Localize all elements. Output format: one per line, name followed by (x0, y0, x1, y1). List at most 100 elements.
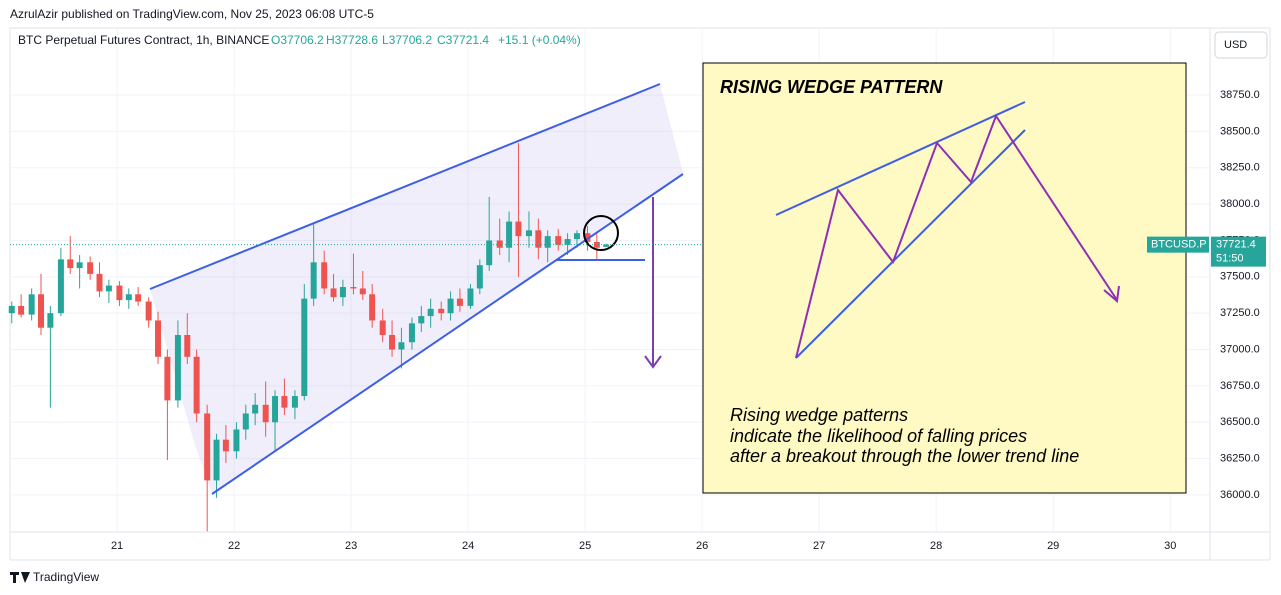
candle-body (291, 396, 298, 408)
candle-body (427, 308, 434, 317)
breakout-circle (583, 215, 619, 251)
symbol-title: BTC Perpetual Futures Contract, 1h, BINA… (18, 33, 269, 47)
candle-body (164, 356, 171, 401)
ohlc-close: C37721.4 (437, 33, 489, 47)
candle-body (57, 259, 64, 314)
candle-body (359, 288, 366, 295)
y-tick-label: 38250.0 (1220, 162, 1260, 174)
y-tick-label: 37500.0 (1220, 271, 1260, 283)
candle-body (18, 305, 25, 315)
y-tick-label: 38000.0 (1220, 198, 1260, 210)
y-tick-label: 37000.0 (1220, 343, 1260, 355)
candle-body (438, 308, 445, 314)
candle-body (310, 262, 317, 299)
currency-button[interactable] (1214, 31, 1268, 59)
mini-upper-line (775, 101, 1026, 216)
candle-body (350, 287, 357, 289)
y-tick-label: 36500.0 (1220, 416, 1260, 428)
x-tick-label: 26 (696, 540, 708, 552)
ohlc-low: L37706.2 (382, 33, 432, 47)
x-tick-label: 30 (1164, 540, 1176, 552)
candle-body (204, 413, 211, 481)
x-tick-label: 28 (930, 540, 942, 552)
candle-body (476, 265, 483, 289)
candle-body (222, 439, 229, 452)
ohlc-high: H37728.6 (326, 33, 378, 47)
candle-body (506, 221, 513, 248)
price-tag: BTCUSD.P 37721.4 51:50 (1147, 236, 1266, 267)
y-tick-label: 36250.0 (1220, 452, 1260, 464)
candle-body (447, 298, 454, 314)
mini-lower-line (795, 129, 1026, 359)
tv-logo (10, 572, 30, 583)
candle-body (330, 288, 337, 298)
candle-body (76, 262, 83, 269)
candle-body (87, 262, 94, 274)
candle-body (398, 342, 405, 350)
tag-symbol-bg (1147, 236, 1209, 253)
annotation-line: after a breakout through the lower trend… (730, 446, 1079, 466)
candle-body (67, 259, 74, 269)
candle-body (525, 230, 532, 237)
candle-body (281, 396, 288, 408)
lower-trendline (211, 173, 684, 495)
candle-body (301, 298, 308, 397)
candle-body (339, 287, 346, 298)
candle-body (496, 240, 503, 248)
candle-body (564, 239, 571, 245)
candle-body (155, 320, 162, 357)
x-tick-label: 21 (111, 540, 123, 552)
candle-body (603, 244, 610, 247)
candle-body (369, 294, 376, 321)
y-tick-label: 36750.0 (1220, 380, 1260, 392)
y-tick-label: 37250.0 (1220, 307, 1260, 319)
candle-body (105, 285, 112, 292)
candle-body (242, 413, 249, 430)
candle-body (515, 221, 522, 237)
x-tick-label: 24 (462, 540, 474, 552)
candle-body (145, 301, 152, 321)
candle-body (47, 313, 54, 328)
candle-body (135, 294, 142, 302)
candle-body (262, 404, 269, 423)
footer-brand: TradingView (33, 570, 99, 584)
candle-body (408, 323, 415, 343)
tag-price-bg (1211, 236, 1266, 267)
candle-body (28, 294, 35, 315)
mini-zigzag (795, 113, 1120, 359)
candle-body (379, 320, 386, 335)
x-tick-label: 27 (813, 540, 825, 552)
candle-body (96, 273, 103, 292)
candle-body (456, 298, 463, 306)
candle-body (174, 334, 181, 401)
candle-body (389, 334, 396, 350)
candle-body (573, 233, 580, 240)
candle-body (584, 233, 591, 242)
candle-body (116, 285, 123, 301)
tag-price: 37721.4 (1216, 239, 1256, 251)
candle-body (321, 262, 328, 289)
candle-body (467, 288, 474, 306)
candle-body (8, 305, 15, 314)
candle-body (125, 294, 132, 301)
x-tick-label: 29 (1047, 540, 1059, 552)
tag-countdown: 51:50 (1216, 253, 1244, 265)
currency-label[interactable]: USD (1224, 39, 1247, 51)
y-tick-label: 38500.0 (1220, 125, 1260, 137)
candle-body (233, 429, 240, 452)
annotation-line: indicate the likelihood of falling price… (730, 426, 1027, 446)
annotation-line: Rising wedge patterns (730, 405, 908, 425)
candles (8, 143, 610, 532)
candle-body (213, 439, 220, 481)
candle-body (535, 230, 542, 248)
candle-body (555, 236, 562, 245)
candle-body (486, 240, 493, 266)
candle-body (593, 241, 600, 248)
chart-frame (9, 27, 1271, 561)
candle-body (38, 294, 45, 328)
candle-body (252, 404, 259, 414)
annotation-box (702, 62, 1187, 494)
x-tick-label: 25 (579, 540, 591, 552)
